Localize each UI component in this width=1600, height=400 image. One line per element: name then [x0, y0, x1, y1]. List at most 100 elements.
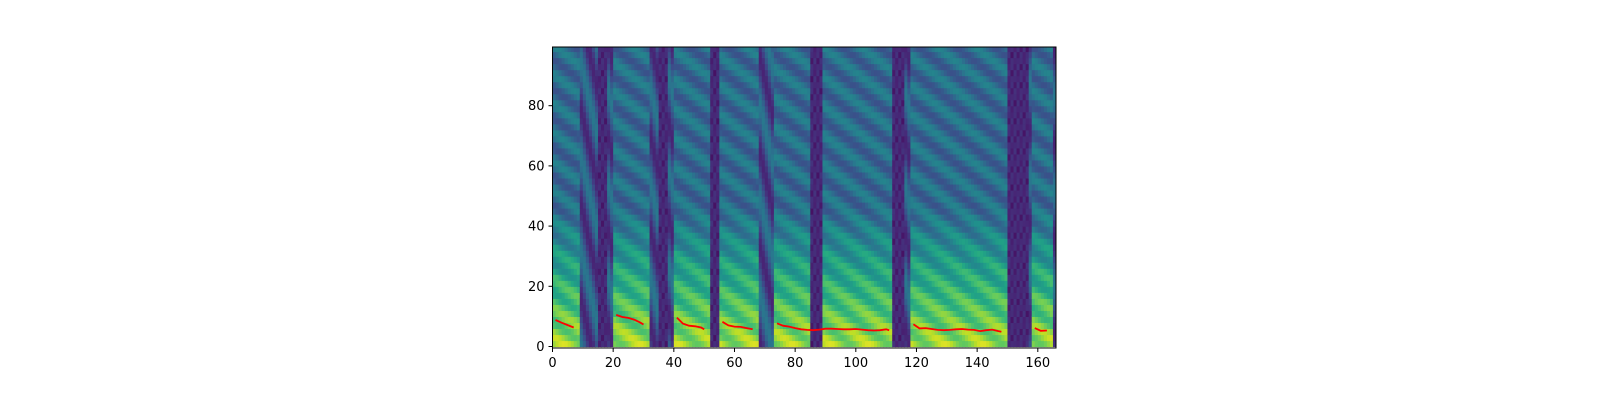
heatmap-cell	[631, 171, 635, 179]
heatmap-cell	[640, 310, 645, 317]
heatmap-cell	[707, 214, 711, 221]
heatmap-cell	[725, 123, 730, 131]
heatmap-cell	[558, 202, 563, 209]
heatmap-cell	[552, 81, 557, 89]
heatmap-cell	[667, 99, 672, 107]
heatmap-cell	[682, 274, 687, 281]
heatmap-cell	[719, 81, 723, 89]
heatmap-cell	[643, 129, 648, 137]
heatmap-cell	[816, 292, 821, 299]
heatmap-cell	[616, 310, 620, 317]
heatmap-cell	[692, 63, 696, 71]
heatmap-cell	[792, 93, 796, 101]
heatmap-cell	[649, 256, 654, 263]
heatmap-cell	[622, 93, 626, 101]
heatmap-cell	[758, 189, 763, 197]
heatmap-cell	[652, 202, 657, 209]
heatmap-cell	[810, 87, 814, 95]
heatmap-cell	[619, 232, 623, 239]
heatmap-cell	[707, 47, 711, 53]
heatmap-cell	[552, 57, 557, 65]
heatmap-cell	[792, 268, 796, 275]
heatmap-cell	[588, 214, 593, 221]
heatmap-cell	[846, 105, 851, 113]
heatmap-cell	[685, 280, 690, 287]
heatmap-cell	[828, 322, 833, 330]
heatmap-cell	[761, 81, 766, 89]
heatmap-cell	[692, 268, 696, 275]
heatmap-cell	[688, 171, 693, 179]
heatmap-cell	[755, 298, 760, 305]
heatmap-cell	[673, 208, 678, 215]
heatmap-cell	[849, 75, 854, 83]
heatmap-cell	[728, 292, 733, 299]
heatmap-cell	[773, 286, 778, 293]
heatmap-cell	[698, 105, 702, 113]
heatmap-cell	[743, 117, 748, 125]
heatmap-cell	[816, 153, 821, 161]
heatmap-cell	[801, 81, 805, 89]
heatmap-cell	[558, 171, 563, 179]
heatmap-cell	[576, 123, 581, 131]
heatmap-cell	[701, 256, 705, 263]
heatmap-cell	[716, 99, 720, 107]
heatmap-cell	[640, 292, 645, 299]
heatmap-cell	[767, 202, 772, 209]
heatmap-cell	[752, 63, 757, 71]
heatmap-cell	[576, 63, 581, 71]
heatmap-cell	[661, 322, 666, 330]
heatmap-cell	[792, 153, 796, 161]
heatmap-cell	[670, 135, 675, 143]
heatmap-cell	[783, 292, 787, 299]
heatmap-cell	[728, 316, 733, 324]
heatmap-cell	[667, 226, 672, 233]
heatmap-cell	[558, 111, 563, 119]
heatmap-cell	[552, 147, 557, 155]
heatmap-cell	[655, 165, 660, 173]
heatmap-cell	[597, 195, 602, 203]
heatmap-cell	[607, 208, 611, 215]
heatmap-cell	[816, 262, 821, 269]
heatmap-cell	[792, 51, 796, 59]
heatmap-cell	[837, 177, 842, 185]
heatmap-cell	[807, 177, 811, 185]
heatmap-cell	[801, 111, 805, 119]
heatmap-cell	[801, 310, 805, 317]
heatmap-cell	[722, 153, 726, 161]
heatmap-cell	[670, 202, 675, 209]
heatmap-cell	[707, 123, 711, 131]
heatmap-cell	[685, 135, 690, 143]
heatmap-cell	[637, 208, 642, 215]
heatmap-cell	[795, 256, 799, 263]
heatmap-cell	[843, 51, 848, 59]
heatmap-cell	[795, 268, 799, 275]
heatmap-cell	[576, 153, 581, 161]
heatmap-cell	[843, 189, 848, 197]
heatmap-cell	[558, 117, 563, 125]
heatmap-cell	[604, 177, 608, 185]
heatmap-cell	[837, 226, 842, 233]
heatmap-cell	[813, 238, 817, 245]
heatmap-cell	[610, 316, 614, 324]
heatmap-cell	[828, 165, 833, 173]
heatmap-cell	[570, 47, 575, 53]
heatmap-cell	[582, 63, 587, 71]
heatmap-cell	[573, 286, 578, 293]
heatmap-cell	[770, 292, 775, 299]
heatmap-cell	[610, 99, 614, 107]
heatmap-cell	[822, 310, 827, 317]
heatmap-cell	[792, 256, 796, 263]
heatmap-cell	[667, 322, 672, 330]
heatmap-cell	[716, 111, 720, 119]
heatmap-cell	[743, 141, 748, 149]
heatmap-cell	[804, 57, 808, 65]
heatmap-cell	[594, 129, 599, 137]
heatmap-cell	[767, 256, 772, 263]
heatmap-cell	[652, 280, 657, 287]
heatmap-cell	[676, 238, 681, 245]
heatmap-cell	[588, 220, 593, 227]
heatmap-cell	[682, 99, 687, 107]
heatmap-cell	[704, 57, 708, 65]
heatmap-cell	[676, 147, 681, 155]
heatmap-cell	[786, 226, 790, 233]
